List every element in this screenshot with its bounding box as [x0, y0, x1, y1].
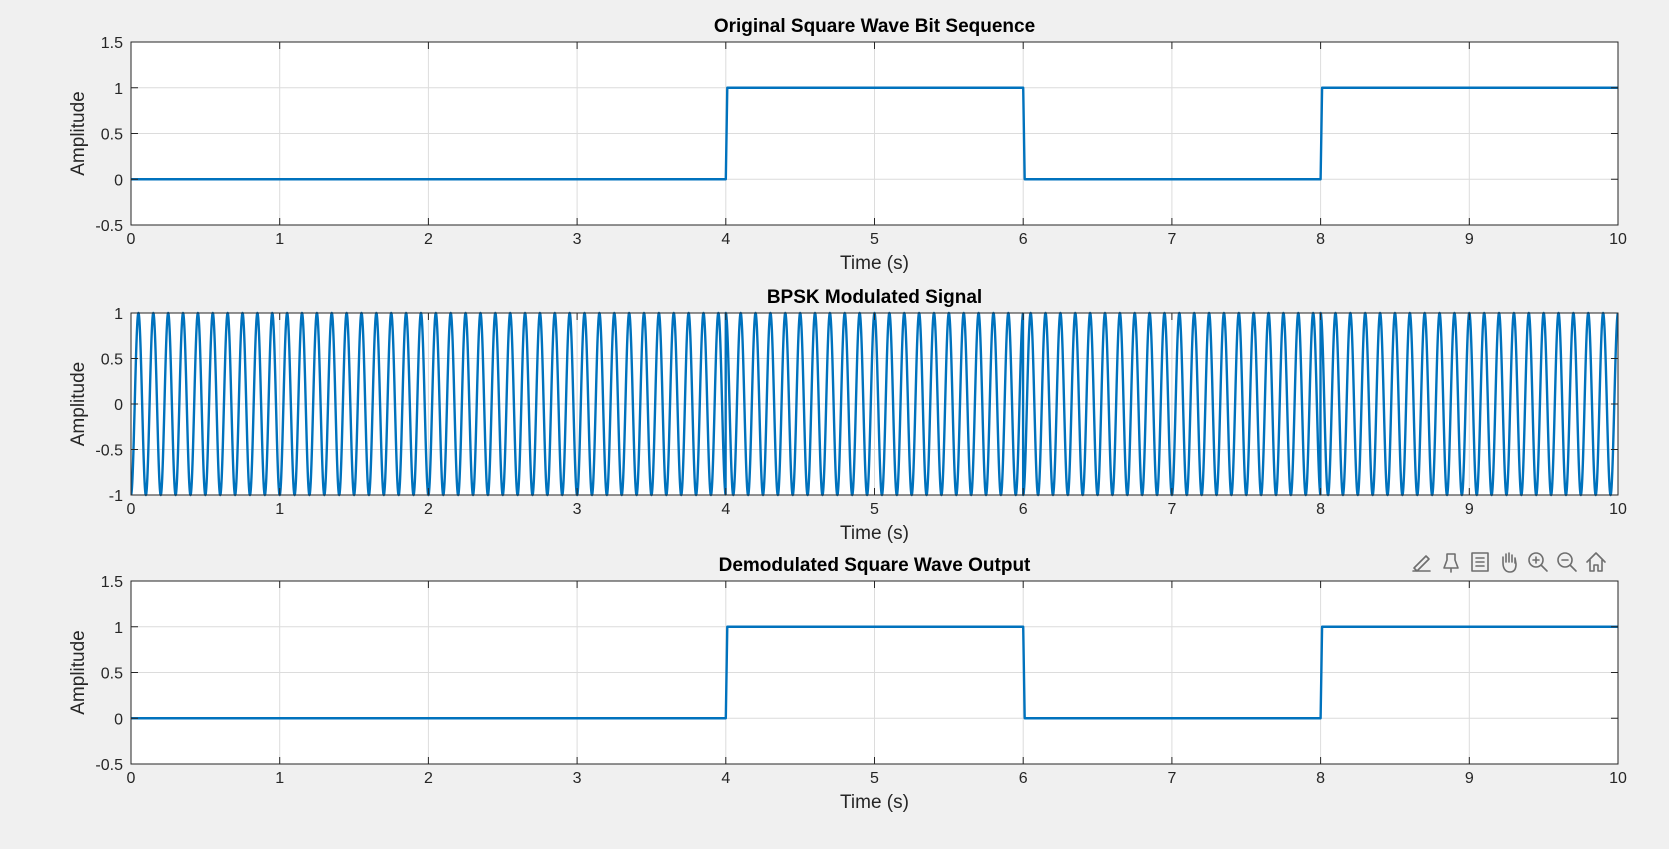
chart-0-x-tick-label: 3	[573, 231, 582, 248]
axes-toolbar	[1408, 548, 1610, 576]
chart-0-x-tick-label: 9	[1465, 231, 1474, 248]
chart-0-y-tick-label: 0.5	[101, 127, 123, 144]
chart-1-x-tick-label: 9	[1465, 501, 1474, 518]
chart-2-x-tick-label: 10	[1609, 770, 1627, 787]
chart-2-y-tick-label: 1	[114, 620, 123, 637]
chart-0-x-tick-label: 7	[1167, 231, 1176, 248]
chart-1-y-tick-label: 0.5	[101, 352, 123, 369]
chart-2-y-tick-label: 1.5	[101, 574, 123, 591]
chart-1-x-tick-label: 7	[1167, 501, 1176, 518]
chart-0-y-tick-label: 1	[114, 81, 123, 98]
chart-0-x-tick-label: 6	[1019, 231, 1028, 248]
chart-2-x-tick-label: 7	[1167, 770, 1176, 787]
chart-1-x-tick-label: 8	[1316, 501, 1325, 518]
chart-1-y-tick-label: -0.5	[95, 443, 123, 460]
chart-1-title: BPSK Modulated Signal	[767, 287, 982, 308]
chart-2-x-tick-label: 8	[1316, 770, 1325, 787]
legend-icon[interactable]	[1466, 548, 1494, 576]
chart-2-ylabel: Amplitude	[68, 630, 89, 715]
chart-0-x-tick-label: 4	[721, 231, 730, 248]
chart-0-x-tick-label: 0	[127, 231, 136, 248]
data-tips-icon[interactable]	[1437, 548, 1465, 576]
chart-2-x-tick-label: 4	[721, 770, 730, 787]
chart-0-x-tick-label: 2	[424, 231, 433, 248]
chart-0-y-tick-label: 1.5	[101, 35, 123, 52]
chart-0-x-tick-label: 5	[870, 231, 879, 248]
chart-2-x-tick-label: 1	[275, 770, 284, 787]
chart-2-title: Demodulated Square Wave Output	[719, 555, 1031, 576]
chart-0-x-tick-label: 1	[275, 231, 284, 248]
chart-0-x-tick-label: 8	[1316, 231, 1325, 248]
chart-0-series-line	[131, 86, 1618, 181]
chart-2-x-tick-label: 6	[1019, 770, 1028, 787]
chart-0-title: Original Square Wave Bit Sequence	[714, 16, 1035, 37]
chart-2-x-tick-label: 0	[127, 770, 136, 787]
brush-icon[interactable]	[1408, 548, 1436, 576]
chart-1-x-tick-label: 4	[721, 501, 730, 518]
chart-1-y-tick-label: -1	[109, 488, 123, 505]
chart-0-y-tick-label: -0.5	[95, 218, 123, 235]
chart-1-x-tick-label: 3	[573, 501, 582, 518]
chart-2-x-tick-label: 9	[1465, 770, 1474, 787]
chart-1-x-tick-label: 2	[424, 501, 433, 518]
chart-1-x-tick-label: 6	[1019, 501, 1028, 518]
chart-2-x-tick-label: 2	[424, 770, 433, 787]
chart-0-y-tick-label: 0	[114, 172, 123, 189]
chart-2-x-tick-label: 3	[573, 770, 582, 787]
chart-1-x-tick-label: 10	[1609, 501, 1627, 518]
chart-1-y-tick-label: 1	[114, 306, 123, 323]
chart-2-xlabel: Time (s)	[840, 792, 909, 813]
pan-icon[interactable]	[1495, 548, 1523, 576]
chart-2-y-tick-label: 0	[114, 711, 123, 728]
chart-1-x-tick-label: 1	[275, 501, 284, 518]
chart-1-x-tick-label: 5	[870, 501, 879, 518]
chart-2-series-line	[131, 625, 1618, 720]
chart-2-x-tick-label: 5	[870, 770, 879, 787]
chart-0-ylabel: Amplitude	[68, 91, 89, 176]
subplot-bpsk-modulated[interactable]: 0 1 2 3 4 5 6 7 8 9 10 -1 -0.5 0 0.5 1 BPSK Modulated Si…	[68, 287, 1627, 544]
chart-0-x-tick-label: 10	[1609, 231, 1627, 248]
chart-0-xlabel: Time (s)	[840, 253, 909, 274]
zoom-out-icon[interactable]	[1553, 548, 1581, 576]
chart-1-y-tick-label: 0	[114, 397, 123, 414]
chart-1-xlabel: Time (s)	[840, 523, 909, 544]
home-icon[interactable]	[1582, 548, 1610, 576]
zoom-in-icon[interactable]	[1524, 548, 1552, 576]
chart-2-y-tick-label: 0.5	[101, 666, 123, 683]
chart-2-y-tick-label: -0.5	[95, 757, 123, 774]
chart-1-ylabel: Amplitude	[68, 362, 89, 447]
chart-1-x-tick-label: 0	[127, 501, 136, 518]
